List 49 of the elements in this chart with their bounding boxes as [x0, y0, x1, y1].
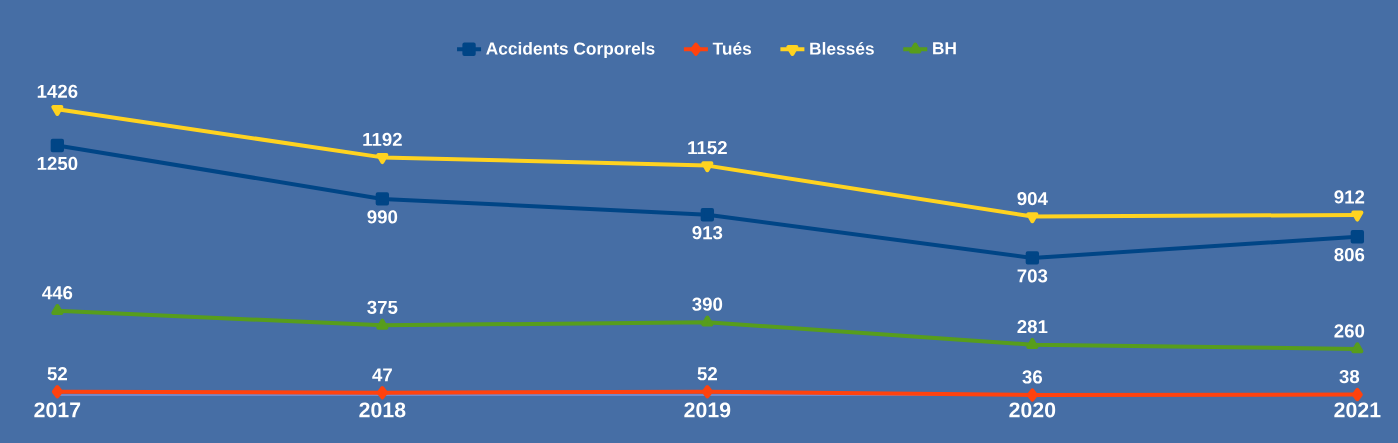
data-label: 1250 — [37, 156, 78, 171]
point — [1350, 230, 1365, 244]
point — [1026, 337, 1039, 349]
data-label: 1426 — [37, 84, 78, 98]
point — [1026, 388, 1038, 402]
data-label: 375 — [367, 300, 398, 314]
point — [50, 138, 64, 153]
point — [51, 385, 63, 399]
legend-label: BH — [933, 42, 956, 55]
point — [376, 318, 389, 330]
data-label: 912 — [1334, 190, 1365, 204]
data-label: 52 — [47, 367, 67, 381]
point — [1026, 212, 1039, 224]
data-label: 990 — [367, 210, 398, 224]
data-label: 1192 — [363, 132, 402, 147]
x-tick-label: 2018 — [359, 402, 406, 418]
legend-label: Tués — [712, 41, 752, 55]
legend-label: Accidents Corporels — [486, 41, 655, 59]
data-label: 703 — [1017, 269, 1048, 283]
point — [376, 386, 388, 400]
x-tick-label: 2019 — [684, 402, 731, 418]
point — [1351, 342, 1364, 354]
data-label: 260 — [1334, 324, 1365, 338]
data-label: 1152 — [688, 141, 727, 155]
point — [1025, 251, 1040, 265]
data-label: 36 — [1022, 370, 1043, 384]
x-tick-label: 2021 — [1334, 402, 1381, 418]
point — [700, 208, 715, 222]
data-label: 904 — [1017, 191, 1048, 206]
data-label: 913 — [692, 226, 723, 240]
data-label: 52 — [697, 367, 717, 381]
data-label: 38 — [1339, 369, 1360, 384]
point — [1351, 387, 1363, 402]
point — [701, 315, 714, 327]
point — [701, 385, 713, 399]
point — [1351, 210, 1364, 222]
point — [375, 192, 390, 206]
point — [701, 161, 714, 173]
point — [51, 104, 64, 116]
data-label: 446 — [42, 286, 73, 300]
data-label: 806 — [1334, 248, 1365, 262]
legend-label: Blessés — [810, 41, 874, 55]
data-label: 47 — [372, 368, 392, 382]
data-label: 390 — [692, 297, 723, 311]
x-tick-label: 2017 — [34, 402, 81, 418]
data-label: 281 — [1017, 320, 1048, 334]
point — [376, 153, 389, 165]
point — [51, 304, 64, 316]
x-tick-label: 2020 — [1009, 402, 1056, 418]
